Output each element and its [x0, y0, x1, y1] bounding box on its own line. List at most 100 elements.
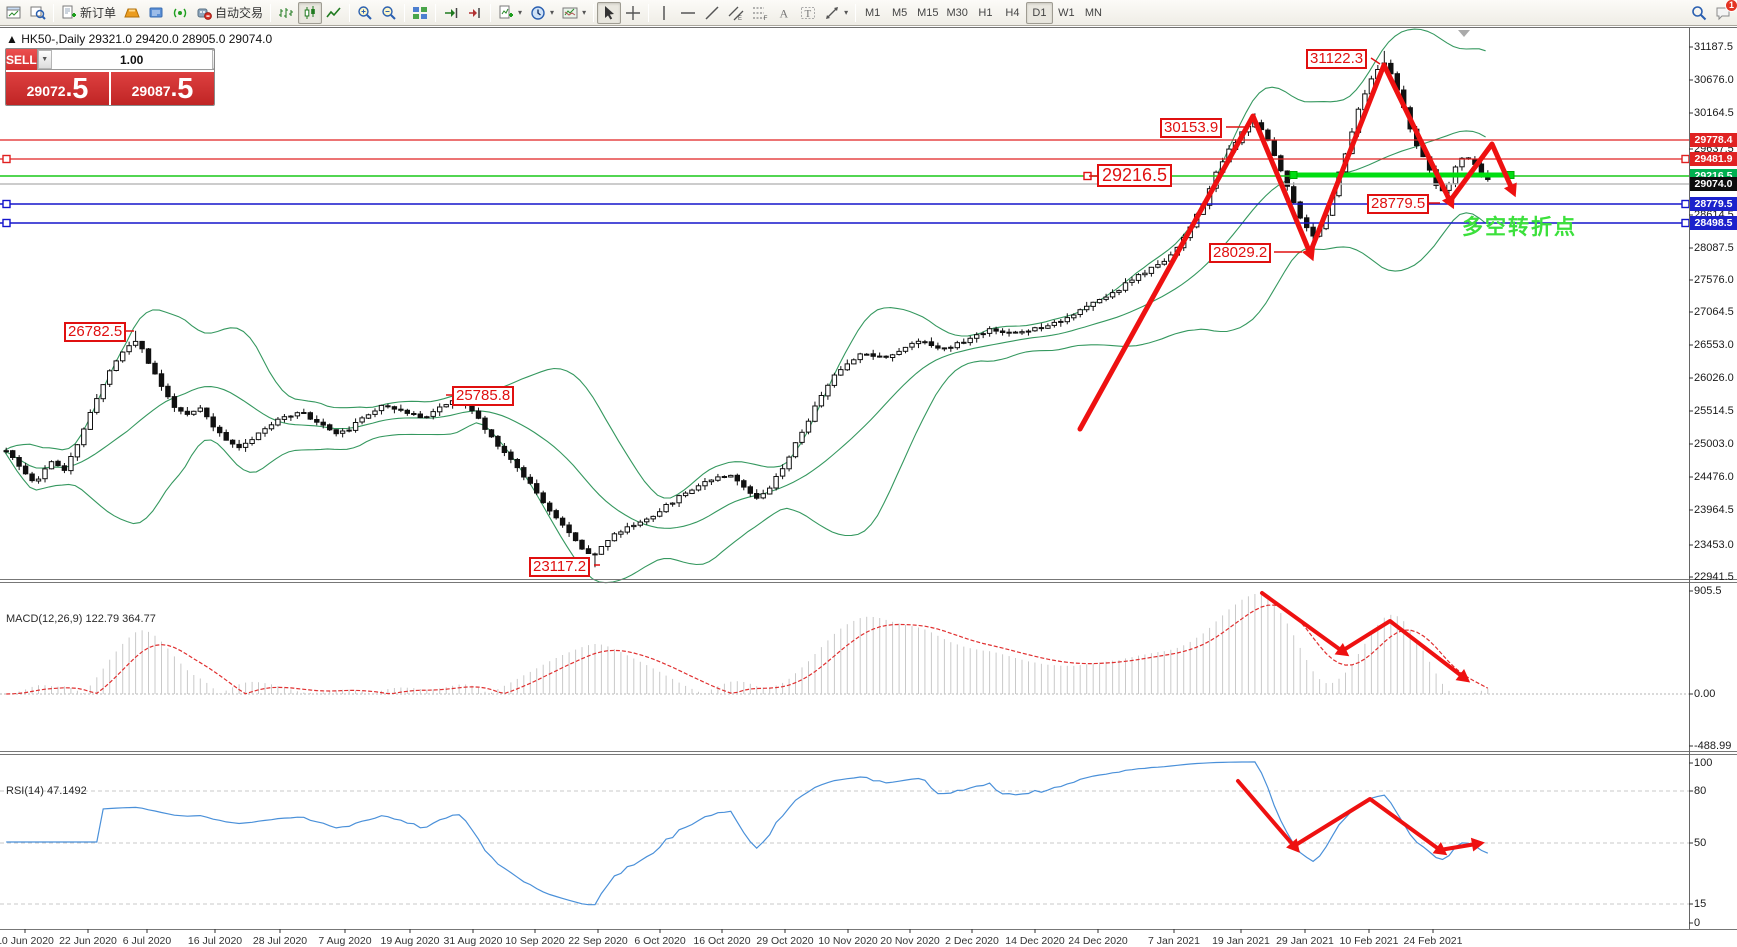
- price-annotation[interactable]: 29216.5: [1097, 164, 1173, 187]
- trendline-button[interactable]: [700, 2, 724, 24]
- timeframe-mn[interactable]: MN: [1084, 6, 1102, 19]
- timeframe-h4[interactable]: H4: [1005, 6, 1020, 19]
- fibonacci-button[interactable]: F: [748, 2, 772, 24]
- toolbar-separator: [404, 3, 406, 22]
- dropdown-arrow-icon: ▾: [550, 8, 555, 17]
- zoom-out-button[interactable]: [377, 2, 401, 24]
- chart-canvas[interactable]: [0, 28, 1737, 947]
- autotrading-label: 自动交易: [215, 6, 264, 20]
- price-annotation[interactable]: 30153.9: [1160, 118, 1223, 138]
- crosshair-icon: [626, 5, 641, 20]
- volume-input[interactable]: [51, 50, 212, 69]
- timeframe-m5[interactable]: M5: [891, 6, 908, 19]
- search-icon: [1692, 5, 1707, 20]
- line-chart-icon: [326, 6, 341, 17]
- news-icon: [149, 7, 163, 17]
- chart-shift-icon: [469, 7, 480, 18]
- dropdown-arrow-icon: ▾: [518, 8, 523, 17]
- arrows-button[interactable]: ▾: [820, 2, 852, 24]
- new-order-button[interactable]: 新订单: [57, 2, 120, 24]
- toolbar: 新订单 自动交易: [0, 0, 1737, 26]
- price-annotation[interactable]: 25785.8: [452, 386, 515, 406]
- sell-button[interactable]: SELL: [6, 49, 37, 70]
- timeframe-m30[interactable]: M30: [946, 6, 968, 19]
- news-button[interactable]: [144, 2, 168, 24]
- price-annotation[interactable]: 31122.3: [1306, 49, 1368, 69]
- volume-increase-button[interactable]: ▲: [211, 50, 214, 69]
- text-icon: A: [780, 6, 789, 20]
- signals-button[interactable]: [168, 2, 192, 24]
- candlestick-button[interactable]: [298, 1, 323, 24]
- cursor-button[interactable]: [597, 1, 622, 24]
- timeframe-w1[interactable]: W1: [1058, 6, 1075, 19]
- dropdown-arrow-icon: ▾: [844, 8, 849, 17]
- indicators-icon: [499, 5, 514, 18]
- one-click-trade-panel: SELL ▼ ▲ BUY 29072.5 29087.5: [5, 48, 215, 106]
- fibonacci-icon: F: [753, 6, 768, 21]
- autotrading-button[interactable]: 自动交易: [192, 2, 267, 24]
- periods-button[interactable]: ▾: [526, 2, 558, 24]
- chart-window: ▲ HK50-,Daily 29321.0 29420.0 28905.0 29…: [0, 27, 1737, 947]
- notifications-button[interactable]: 1: [1711, 0, 1737, 24]
- trendline-icon: [705, 5, 719, 20]
- cursor-icon: [605, 5, 615, 19]
- zoom-in-button[interactable]: [353, 2, 377, 24]
- text-label-icon: T: [801, 6, 816, 20]
- line-chart-button[interactable]: [322, 2, 346, 24]
- indicators-button[interactable]: ▾: [494, 2, 526, 24]
- arrows-icon: [826, 6, 839, 19]
- channel-button[interactable]: E: [724, 2, 748, 24]
- horizontal-line-icon: [681, 11, 696, 14]
- channel-icon: E: [728, 6, 744, 21]
- chart-shift-button[interactable]: [463, 2, 487, 24]
- volume-decrease-button[interactable]: ▼: [37, 50, 52, 69]
- toolbar-separator: [435, 3, 437, 22]
- toolbar-separator: [593, 3, 595, 22]
- timeframe-d1[interactable]: D1: [1025, 1, 1053, 24]
- svg-text:A: A: [780, 6, 789, 20]
- price-annotation[interactable]: 26782.5: [64, 322, 127, 342]
- zoom-out-icon: [382, 5, 396, 20]
- new-chart-button[interactable]: [2, 2, 26, 24]
- price-annotation[interactable]: 28029.2: [1209, 243, 1272, 263]
- text-label-button[interactable]: T: [796, 2, 820, 24]
- search-button[interactable]: [1687, 2, 1711, 24]
- timeframe-h1[interactable]: H1: [978, 6, 993, 19]
- template-icon: [562, 7, 578, 18]
- tile-windows-icon: [413, 6, 428, 19]
- sell-price[interactable]: 29072. 5: [6, 72, 109, 105]
- svg-text:T: T: [805, 8, 812, 20]
- svg-text:E: E: [738, 16, 742, 21]
- new-order-icon: [62, 5, 76, 18]
- svg-text:F: F: [764, 15, 768, 21]
- toolbar-separator: [270, 3, 272, 22]
- toolbar-separator: [490, 3, 492, 22]
- timeframe-m15[interactable]: M15: [917, 6, 939, 19]
- crosshair-button[interactable]: [621, 2, 645, 24]
- zoom-in-icon: [358, 5, 372, 20]
- candlestick-icon: [304, 5, 315, 19]
- vertical-line-button[interactable]: [652, 2, 676, 24]
- text-button[interactable]: A: [772, 2, 796, 24]
- bar-chart-icon: [279, 7, 294, 18]
- timeframe-m1[interactable]: M1: [864, 6, 881, 19]
- templates-button[interactable]: ▾: [558, 2, 590, 24]
- notification-badge: 1: [1725, 0, 1737, 12]
- toolbar-separator: [53, 3, 54, 22]
- toolbar-separator: [648, 3, 650, 22]
- tile-windows-button[interactable]: [408, 2, 432, 24]
- price-annotation[interactable]: 23117.2: [529, 557, 591, 577]
- profiles-button[interactable]: [26, 2, 50, 24]
- autotrading-icon: [197, 8, 212, 20]
- dropdown-arrow-icon: ▾: [582, 8, 587, 17]
- clock-icon: [531, 5, 545, 20]
- signal-icon: [173, 8, 187, 17]
- toolbar-separator: [855, 3, 857, 22]
- history-center-button[interactable]: [120, 2, 144, 24]
- auto-scroll-button[interactable]: [439, 2, 463, 24]
- price-annotation[interactable]: 28779.5: [1367, 194, 1430, 214]
- bar-chart-button[interactable]: [274, 2, 298, 24]
- buy-price[interactable]: 29087. 5: [111, 72, 214, 105]
- horizontal-line-button[interactable]: [676, 2, 700, 24]
- auto-scroll-icon: [445, 7, 458, 18]
